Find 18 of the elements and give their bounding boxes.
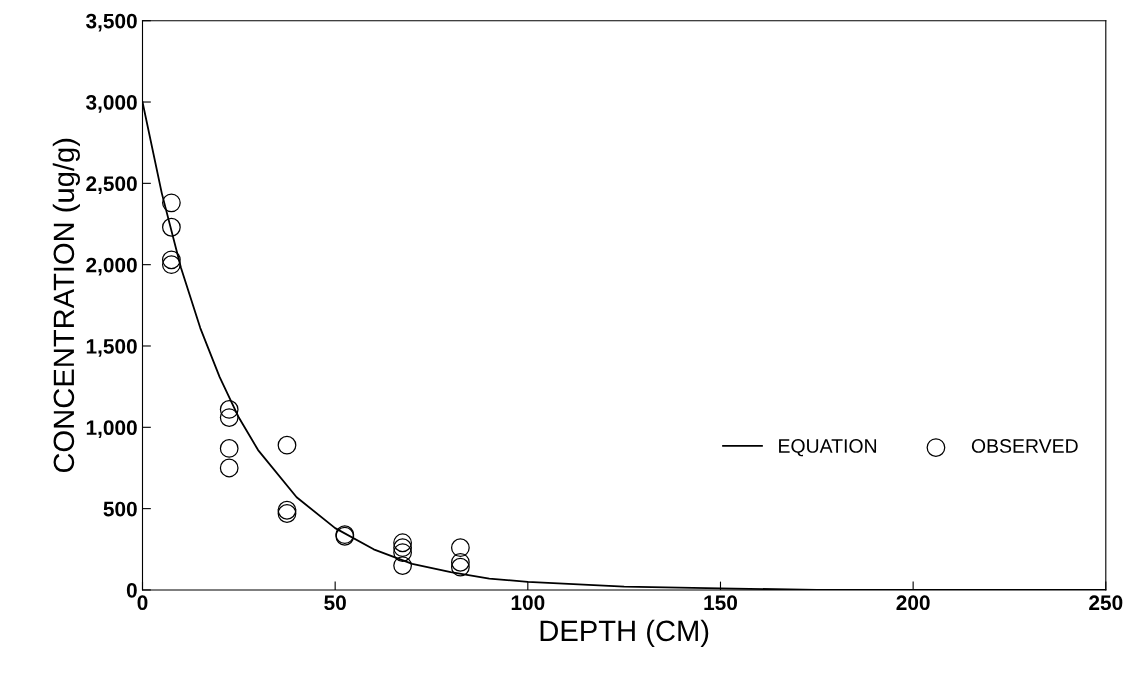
x-tick-label: 200 [896,595,930,611]
y-tick-label: 3,000 [85,95,137,113]
y-axis-title: CONCENTRATION (ug/g) [52,138,80,473]
x-tick-label: 250 [1089,595,1123,611]
y-tick-label: 3,500 [85,13,137,32]
x-tick-label: 100 [511,595,545,611]
y-tick-label: 1,500 [86,338,137,357]
x-tick-label: 150 [704,595,738,611]
y-tick-label: 2,500 [86,176,137,195]
y-tick-label: 0 [126,582,137,598]
y-tick-label: 500 [103,501,137,517]
y-tick-label: 1,000 [86,420,137,439]
y-tick-label: 2,000 [86,257,137,276]
legend-label: EQUATION [779,439,877,457]
legend-label: OBSERVED [971,439,1078,453]
x-tick-label: 50 [324,595,346,611]
x-axis-title: DEPTH (CM) [540,619,709,647]
x-tick-label: 0 [137,595,148,611]
